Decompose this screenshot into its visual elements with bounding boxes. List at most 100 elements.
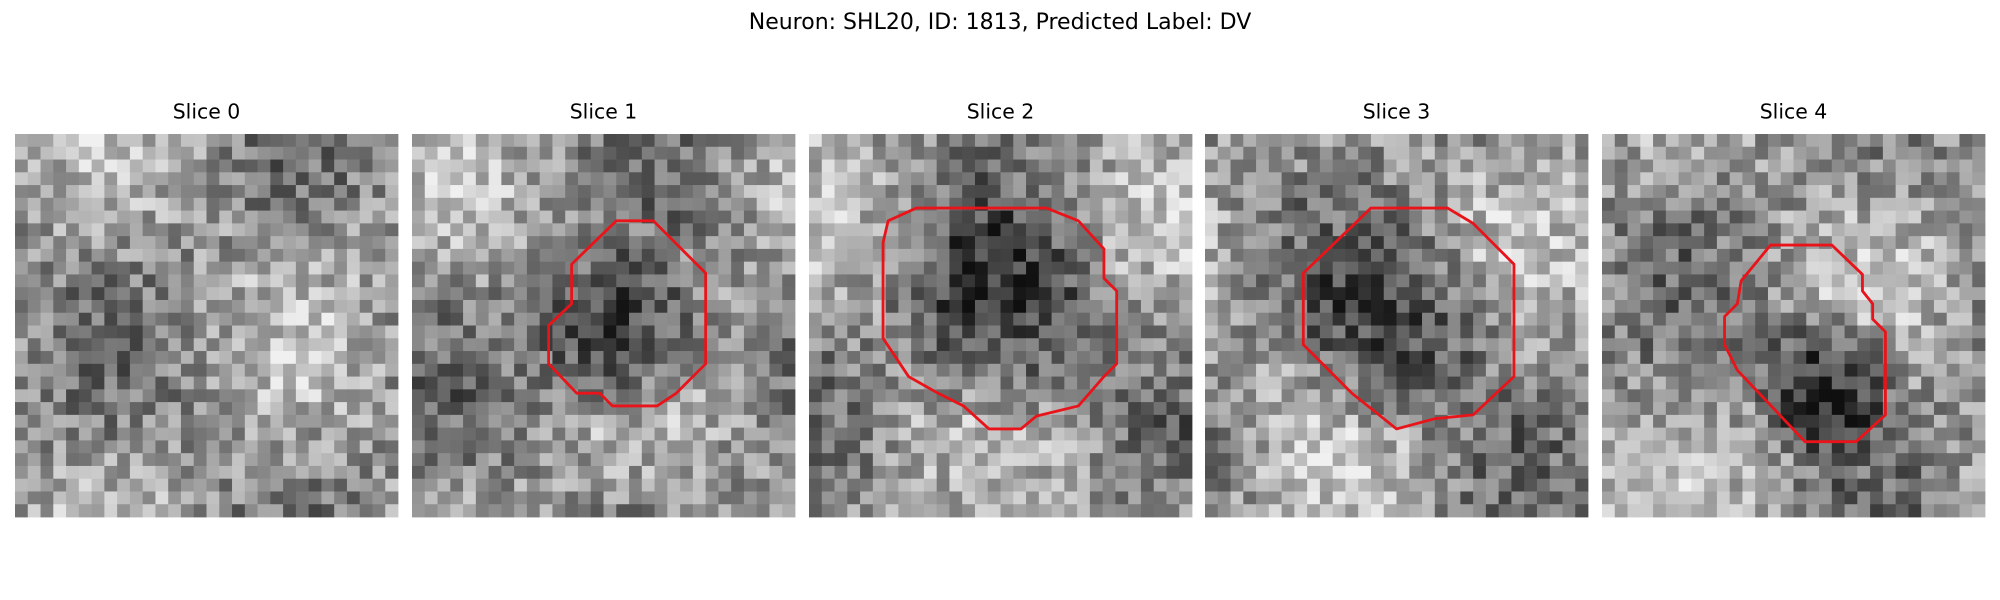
pixel bbox=[295, 210, 310, 224]
pixel bbox=[1051, 236, 1065, 250]
pixel bbox=[27, 351, 41, 365]
pixel bbox=[1294, 159, 1308, 173]
pixel bbox=[1205, 389, 1219, 403]
pixel bbox=[1819, 351, 1833, 365]
pixel bbox=[885, 376, 899, 390]
pixel bbox=[539, 287, 553, 301]
pixel bbox=[244, 185, 258, 199]
panel-title: Slice 4 bbox=[1760, 100, 1828, 124]
pixel bbox=[1243, 453, 1257, 467]
pixel bbox=[577, 299, 592, 314]
pixel bbox=[1691, 325, 1705, 339]
pixel bbox=[1268, 146, 1282, 160]
pixel bbox=[911, 210, 925, 224]
pixel bbox=[15, 261, 29, 275]
pixel bbox=[372, 299, 386, 314]
pixel bbox=[488, 261, 502, 275]
pixel bbox=[1870, 325, 1884, 339]
pixel bbox=[514, 223, 528, 237]
pixel bbox=[667, 427, 681, 441]
pixel bbox=[834, 261, 848, 275]
pixel bbox=[295, 134, 310, 148]
pixel bbox=[923, 478, 938, 492]
pixel bbox=[1524, 146, 1538, 160]
pixel bbox=[1153, 491, 1167, 505]
pixel bbox=[654, 351, 668, 365]
pixel bbox=[1128, 146, 1142, 160]
pixel bbox=[1729, 440, 1743, 454]
pixel bbox=[718, 248, 732, 263]
pixel bbox=[1026, 261, 1040, 275]
pixel bbox=[987, 134, 1001, 148]
pixel bbox=[40, 134, 54, 148]
pixel bbox=[1602, 414, 1616, 429]
pixel bbox=[1409, 325, 1423, 339]
pixel bbox=[463, 491, 477, 505]
pixel bbox=[898, 248, 912, 263]
pixel bbox=[129, 453, 144, 467]
pixel bbox=[1972, 197, 1986, 211]
pixel bbox=[1653, 453, 1667, 467]
pixel bbox=[334, 312, 348, 326]
pixel bbox=[1933, 159, 1948, 173]
pixel bbox=[1026, 185, 1040, 199]
pixel bbox=[412, 351, 426, 365]
pixel bbox=[1179, 453, 1193, 467]
pixel bbox=[1460, 453, 1474, 467]
pixel bbox=[15, 172, 29, 186]
pixel bbox=[1716, 134, 1731, 148]
pixel bbox=[514, 478, 528, 492]
pixel bbox=[834, 197, 848, 211]
pixel bbox=[1882, 287, 1897, 301]
pixel bbox=[654, 236, 668, 250]
pixel bbox=[232, 414, 246, 429]
pixel bbox=[385, 134, 399, 148]
pixel bbox=[1653, 185, 1667, 199]
pixel bbox=[437, 172, 451, 186]
pixel bbox=[769, 223, 783, 237]
pixel bbox=[359, 440, 373, 454]
pixel bbox=[1179, 287, 1193, 301]
panel-title: Slice 0 bbox=[173, 100, 241, 124]
pixel bbox=[526, 134, 541, 148]
pixel bbox=[1115, 338, 1129, 352]
pixel bbox=[1562, 236, 1576, 250]
pixel bbox=[1179, 325, 1193, 339]
pixel bbox=[1691, 185, 1705, 199]
pixel bbox=[1077, 491, 1091, 505]
pixel bbox=[501, 299, 515, 314]
pixel bbox=[359, 248, 373, 263]
pixel bbox=[1895, 504, 1909, 518]
pixel bbox=[1946, 453, 1960, 467]
pixel bbox=[1908, 325, 1922, 339]
pixel bbox=[1844, 478, 1858, 492]
pixel bbox=[641, 261, 655, 275]
pixel bbox=[1460, 427, 1474, 441]
pixel bbox=[680, 465, 694, 480]
pixel bbox=[1358, 223, 1372, 237]
pixel bbox=[1959, 159, 1973, 173]
pixel bbox=[834, 287, 848, 301]
pixel bbox=[911, 402, 925, 416]
pixel bbox=[1383, 299, 1397, 314]
pixel bbox=[206, 427, 220, 441]
pixel bbox=[424, 465, 438, 480]
pixel bbox=[372, 465, 386, 480]
pixel bbox=[1422, 325, 1436, 339]
pixel bbox=[603, 376, 617, 390]
pixel bbox=[206, 299, 220, 314]
pixel bbox=[1485, 465, 1500, 480]
pixel bbox=[821, 325, 835, 339]
pixel bbox=[1243, 197, 1257, 211]
pixel bbox=[1959, 236, 1973, 250]
pixel bbox=[475, 223, 489, 237]
pixel bbox=[705, 312, 719, 326]
pixel bbox=[616, 299, 630, 314]
pixel bbox=[129, 299, 144, 314]
pixel bbox=[705, 185, 719, 199]
pixel bbox=[1524, 287, 1538, 301]
pixel bbox=[372, 261, 386, 275]
pixel bbox=[359, 312, 373, 326]
pixel bbox=[1460, 338, 1474, 352]
pixel bbox=[412, 440, 426, 454]
